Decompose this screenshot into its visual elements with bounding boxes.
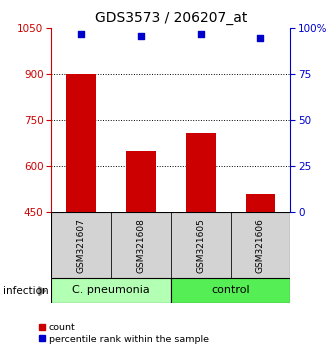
Text: C. pneumonia: C. pneumonia xyxy=(72,285,150,295)
Bar xyxy=(171,278,290,303)
Bar xyxy=(111,212,171,278)
Bar xyxy=(231,212,290,278)
Bar xyxy=(246,194,276,212)
Text: GSM321605: GSM321605 xyxy=(196,218,205,273)
Bar xyxy=(66,74,96,212)
Text: GSM321606: GSM321606 xyxy=(256,218,265,273)
Bar xyxy=(186,133,215,212)
Polygon shape xyxy=(39,287,46,296)
Text: infection: infection xyxy=(3,286,49,296)
Bar xyxy=(51,212,111,278)
Bar xyxy=(51,278,171,303)
Legend: count, percentile rank within the sample: count, percentile rank within the sample xyxy=(34,319,213,348)
Point xyxy=(258,35,263,40)
Point xyxy=(79,31,84,37)
Title: GDS3573 / 206207_at: GDS3573 / 206207_at xyxy=(95,11,247,24)
Text: GSM321608: GSM321608 xyxy=(136,218,146,273)
Bar xyxy=(126,151,156,212)
Bar xyxy=(171,212,231,278)
Text: GSM321607: GSM321607 xyxy=(77,218,85,273)
Text: control: control xyxy=(211,285,250,295)
Point xyxy=(198,31,203,37)
Point xyxy=(138,33,144,39)
